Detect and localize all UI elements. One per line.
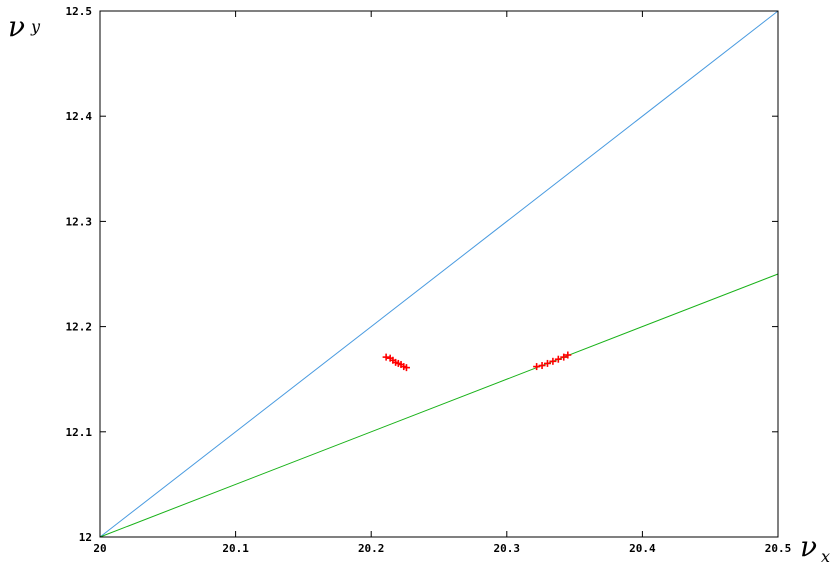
data-point <box>402 364 410 372</box>
data-point <box>382 353 390 361</box>
plot-frame <box>99 10 779 538</box>
data-point <box>554 355 562 363</box>
y-tick-label: 12.4 <box>66 110 93 123</box>
y-tick-label: 12.1 <box>66 426 93 439</box>
x-tick-label: 20.4 <box>629 542 656 555</box>
y-tick-label: 12.5 <box>66 5 93 18</box>
series-line-1 <box>99 10 779 538</box>
x-tick-label: 20.5 <box>765 542 792 555</box>
x-tick-label: 20.1 <box>222 542 249 555</box>
x-tick-label: 20 <box>93 542 106 555</box>
y-tick-label: 12.2 <box>66 321 93 334</box>
data-point <box>560 353 568 361</box>
series-line-2 <box>99 273 779 538</box>
data-point <box>543 359 551 367</box>
data-point <box>549 357 557 365</box>
data-point <box>538 362 546 370</box>
data-point <box>564 351 572 359</box>
x-tick-label: 20.2 <box>358 542 385 555</box>
data-point <box>533 363 541 371</box>
y-tick-label: 12.3 <box>66 215 93 228</box>
x-tick-label: 20.3 <box>494 542 521 555</box>
y-tick-label: 12 <box>79 531 92 544</box>
